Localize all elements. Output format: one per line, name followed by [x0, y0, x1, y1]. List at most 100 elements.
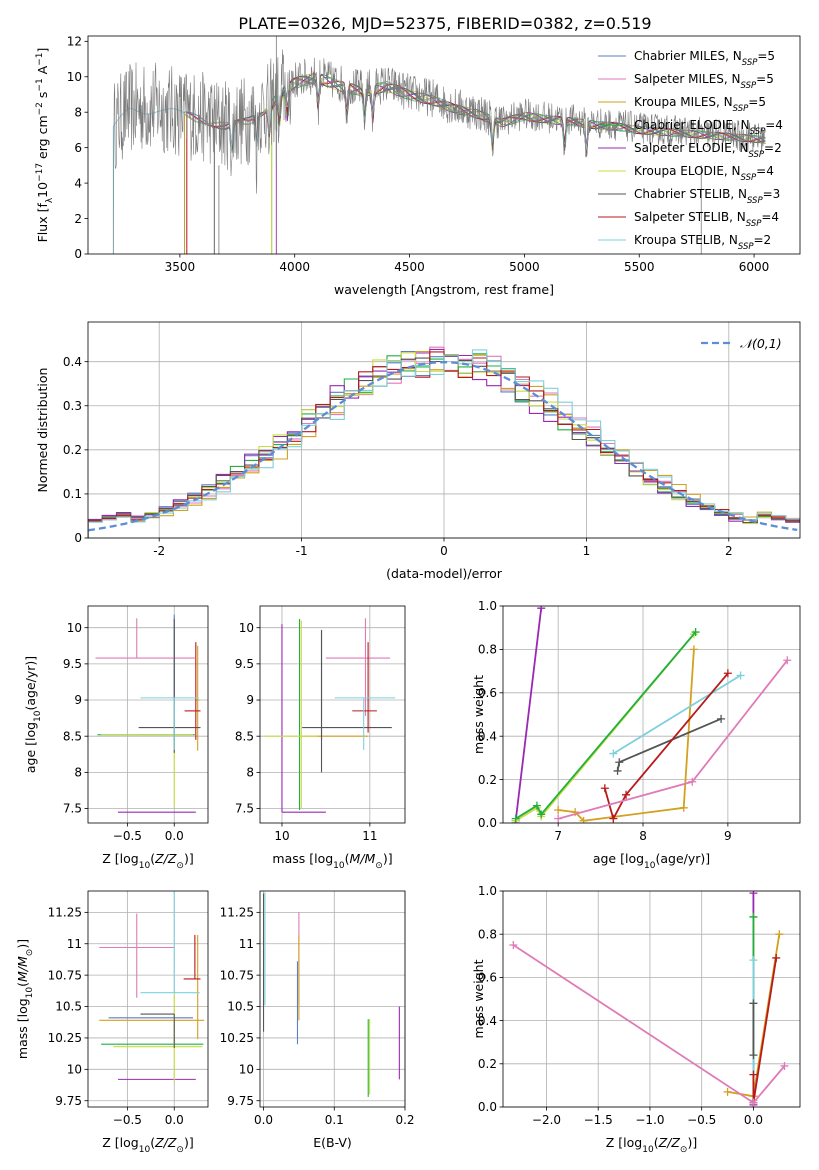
x-tick-label: 0.1: [325, 1113, 344, 1127]
x-tick-label: -1: [296, 544, 308, 558]
x-tick-label: 9: [724, 829, 732, 843]
x-tick-label: -2: [153, 544, 165, 558]
y-tick-label: 0: [74, 531, 82, 545]
x-tick-label: −2.0: [532, 1113, 561, 1127]
weight-marker: [688, 777, 697, 786]
legend-label: Kroupa MILES, NSSP=5: [634, 95, 766, 114]
plot-area: [88, 346, 800, 538]
weight-marker: [749, 912, 758, 921]
x-tick-label: 0.0: [165, 829, 184, 843]
weight-marker: [736, 671, 745, 680]
x-axis-label: mass [log10(M/M⊙)]: [272, 851, 392, 871]
x-tick-label: −0.5: [687, 1113, 716, 1127]
x-tick-label: 2: [725, 544, 733, 558]
y-tick-label: 6: [74, 141, 82, 155]
y-tick-label: 7.5: [63, 802, 82, 816]
legend-label: Chabrier STELIB, NSSP=3: [634, 187, 780, 206]
axes-frame: [87, 890, 209, 1108]
y-tick-label: 10.5: [227, 1000, 254, 1014]
y-tick-label: 8: [74, 766, 82, 780]
weight-marker: [609, 814, 618, 823]
x-tick-label: 10: [274, 829, 289, 843]
weight-series-line: [515, 631, 697, 820]
x-tick-label: 5000: [509, 260, 540, 274]
y-axis-label: mass weight: [471, 959, 486, 1038]
y-tick-label: 0.3: [63, 399, 82, 413]
weight-marker: [775, 930, 784, 939]
axes-frame: [502, 890, 801, 1108]
y-axis-label: mass weight: [471, 675, 486, 754]
x-tick-label: 0.0: [254, 1113, 273, 1127]
weight-marker: [600, 784, 609, 793]
mass-vs-extinction-plot: 0.0 0.1 0.2 9.75 10 10.25 10.5 10.75 11 11.25 E(B-…: [220, 890, 415, 1150]
y-axis-label: mass [log10(M/M⊙)]: [15, 939, 35, 1059]
axes-frame: [259, 605, 406, 824]
y-tick-label: 10: [239, 621, 254, 635]
weight-marker: [717, 714, 726, 723]
plot-area: [99, 891, 205, 1082]
y-tick-label: 0.2: [478, 1057, 497, 1071]
figure-title: PLATE=0326, MJD=52375, FIBERID=0382, z=0…: [238, 14, 651, 33]
y-tick-label: 10: [67, 1063, 82, 1077]
residual-histogram: [88, 349, 800, 538]
y-tick-label: 0.4: [478, 1014, 497, 1028]
axes-frame: [87, 605, 209, 824]
x-tick-label: 8: [639, 829, 647, 843]
x-axis-label: Z [log10(Z/Z⊙)]: [102, 851, 193, 871]
weight-marker: [723, 669, 732, 678]
plot-area: [112, 36, 766, 254]
x-tick-label: −0.5: [113, 1113, 142, 1127]
weight-marker: [749, 1051, 758, 1060]
weight-marker: [609, 749, 618, 758]
weight-vs-age-plot: 7 8 9 0.0 0.2 0.4 0.6 0.8 1.0 age [log10(age/yr)]…: [471, 599, 801, 871]
weight-series-line: [515, 633, 695, 822]
y-tick-label: 11.25: [48, 906, 82, 920]
axes-frame: [502, 605, 801, 824]
normal-reference-curve: [88, 360, 798, 532]
x-tick-label: 4000: [279, 260, 310, 274]
y-tick-label: 0.6: [478, 686, 497, 700]
data-spectrum: [113, 49, 766, 254]
y-tick-label: 10.75: [48, 968, 82, 982]
plot-area: [511, 606, 792, 823]
y-tick-label: 11: [67, 937, 82, 951]
y-tick-label: 0.8: [478, 927, 497, 941]
x-tick-label: 0.2: [395, 1113, 414, 1127]
weight-marker: [537, 810, 546, 819]
weight-marker: [622, 790, 631, 799]
legend: Chabrier MILES, NSSP=5 Salpeter MILES, NS…: [598, 49, 783, 252]
weight-marker: [511, 814, 520, 823]
y-tick-label: 10.5: [55, 1000, 82, 1014]
y-tick-label: 9.5: [63, 657, 82, 671]
x-tick-label: −0.5: [113, 829, 142, 843]
weight-marker: [509, 941, 518, 949]
x-axis-label: Z [log10(Z/Z⊙)]: [606, 1135, 697, 1155]
weight-vs-metallicity-plot: −2.0 −1.5 −1.0 −0.5 0.0 0.0 0.2 0.4 0.6 0.8 1.0 Z […: [471, 884, 801, 1155]
age-vs-metallicity-plot: −0.5 0.0 7.5 8 8.5 9 9.5 10 Z [log10(Z/Z⊙)] age […: [23, 605, 209, 871]
weight-marker: [532, 801, 541, 810]
weight-marker: [749, 999, 758, 1008]
y-tick-label: 10: [67, 621, 82, 635]
weight-marker: [615, 758, 624, 767]
x-axis-label: age [log10(age/yr)]: [593, 851, 710, 871]
residual-histogram: [88, 351, 800, 538]
weight-marker: [554, 814, 563, 823]
y-tick-label: 1.0: [478, 884, 497, 898]
weight-marker: [772, 953, 781, 962]
axes-frame: [87, 35, 801, 255]
y-tick-label: 10: [239, 1063, 254, 1077]
y-tick-label: 9.5: [235, 657, 254, 671]
y-tick-label: 8: [246, 766, 254, 780]
x-axis-label: wavelength [Angstrom, rest frame]: [334, 282, 554, 297]
y-tick-label: 9.75: [55, 1094, 82, 1108]
axes-frame: [259, 890, 406, 1108]
x-axis-label: Z [log10(Z/Z⊙)]: [102, 1135, 193, 1155]
y-tick-label: 0.6: [478, 971, 497, 985]
weight-marker: [613, 766, 622, 775]
y-axis-label: age [log10(age/yr)]: [23, 656, 43, 773]
weight-marker: [749, 1070, 758, 1079]
y-tick-label: 10.75: [220, 968, 254, 982]
legend-label: 𝒩(0,1): [740, 336, 782, 351]
weight-marker: [749, 1098, 758, 1107]
legend-label: Salpeter ELODIE, NSSP=2: [634, 141, 782, 160]
